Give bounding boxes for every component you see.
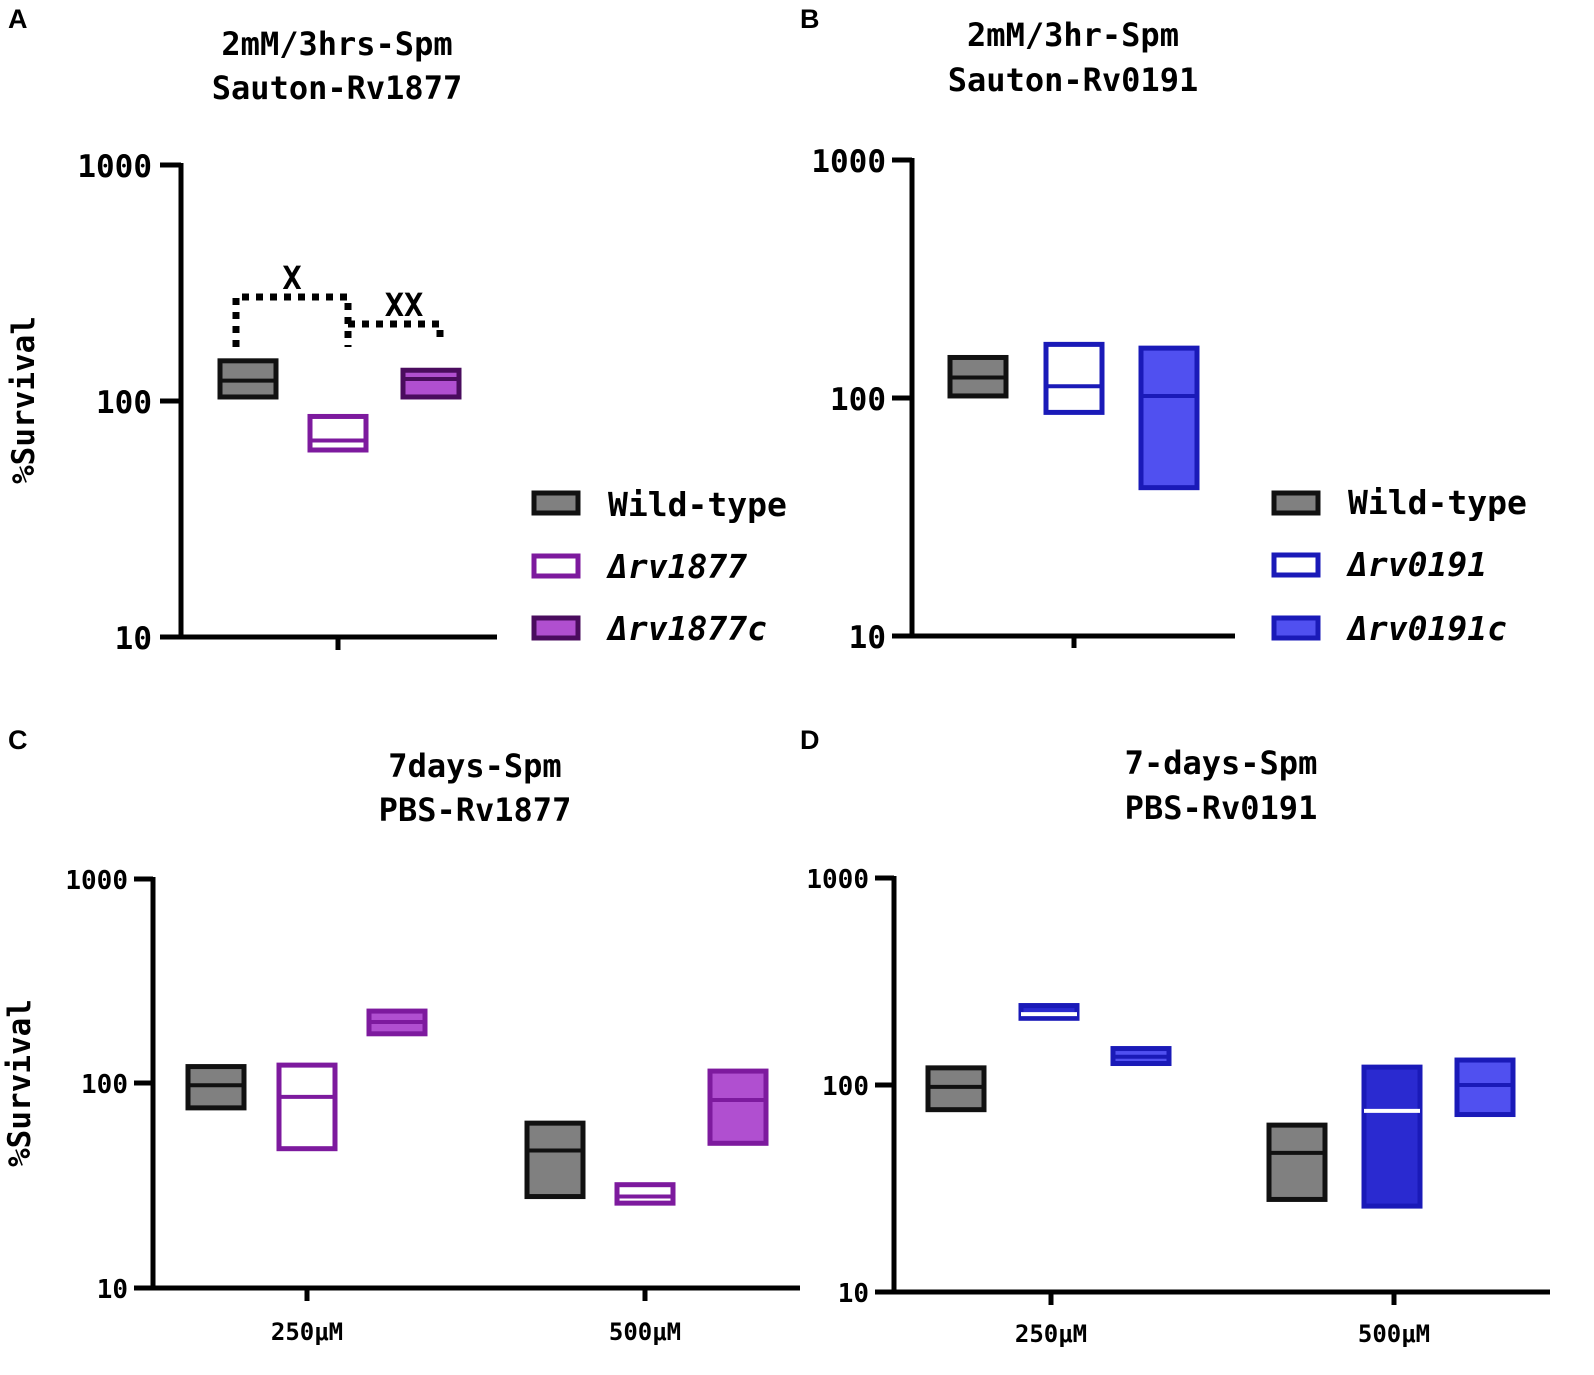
panel-a-title-line1: 2mM/3hrs-Spm — [221, 25, 452, 63]
panel-b-ytick-100: 100 — [830, 382, 886, 418]
legend-item-rv1877c: Δrv1877c — [531, 609, 767, 648]
panel-a-y-axis: 1000 100 10 — [77, 149, 184, 657]
significance-x: X — [282, 259, 301, 297]
panel-c-ytick-10: 10 — [97, 1275, 128, 1305]
legend-swatch-wildtype — [1271, 490, 1321, 516]
panel-a-bars — [217, 358, 462, 453]
legend-item-wildtype: Wild-type — [531, 485, 787, 524]
panel-d-xcat-250: 250μM — [1015, 1320, 1087, 1348]
panel-d-ytick-100: 100 — [822, 1072, 869, 1102]
bar-c-rv1877-1-box — [614, 1182, 676, 1206]
panel-d-title-line1: 7-days-Spm — [1125, 744, 1318, 782]
bar-b-rv0191-box — [1043, 341, 1105, 415]
panel-d-y-axis: 1000 100 10 — [806, 865, 897, 1309]
panel-b-bars — [947, 341, 1200, 491]
legend-item-rv0191c: Δrv0191c — [1271, 609, 1507, 648]
panel-c-y-axis-label: %Survival — [2, 999, 38, 1167]
panel-c-bars — [185, 1008, 769, 1206]
legend-swatch-rv0191 — [1271, 552, 1321, 578]
bar-d-rv0191-1-box — [1361, 1064, 1423, 1209]
bar-a-rv1877-box — [307, 413, 369, 453]
panel-d-ytick-1000: 1000 — [806, 865, 869, 895]
panel-d-title-line2: PBS-Rv0191 — [1125, 789, 1318, 827]
panel-b-ytick-1000: 1000 — [811, 144, 886, 180]
panel-a-ytick-100: 100 — [96, 385, 152, 421]
bar-d-rv0191-0-box — [1018, 1003, 1080, 1021]
panel-b-x-axis — [910, 633, 1235, 648]
bar-c-wildtype-1-box — [524, 1120, 586, 1200]
panel-c-ytick-100: 100 — [81, 1070, 128, 1100]
panel-c-xcat-250: 250μM — [271, 1318, 343, 1346]
significance-xx: XX — [385, 286, 424, 324]
panel-d-x-axis: 250μM 500μM — [892, 1289, 1550, 1348]
panel-d: D 7-days-Spm PBS-Rv0191 1000 100 10 250μ… — [800, 725, 1550, 1348]
legend-swatch-rv1877 — [531, 553, 581, 579]
panel-d-xcat-500: 500μM — [1358, 1320, 1430, 1348]
panel-d-bars — [925, 1003, 1516, 1209]
bar-d-wildtype-1-box — [1266, 1122, 1328, 1202]
bar-c-rv1877c-1-box — [707, 1068, 769, 1146]
panel-a-legend: Wild-type Δrv1877 Δrv1877c — [531, 485, 787, 648]
panel-b-y-axis: 1000 100 10 — [811, 144, 915, 656]
panel-letter-a: A — [8, 4, 28, 34]
panel-letter-c: C — [8, 725, 28, 755]
bar-c-rv1877-0-box — [276, 1062, 338, 1152]
panel-d-ytick-10: 10 — [838, 1279, 869, 1309]
panel-c: C 7days-Spm PBS-Rv1877 %Survival 1000 10… — [2, 725, 800, 1346]
panel-letter-b: B — [800, 4, 820, 34]
panel-letter-d: D — [800, 725, 820, 755]
bar-d-rv0191c-1-box — [1454, 1057, 1516, 1118]
panel-c-title-line2: PBS-Rv1877 — [379, 791, 572, 829]
legend-label-rv1877: Δrv1877 — [606, 547, 747, 586]
panel-c-ytick-1000: 1000 — [65, 866, 128, 896]
panel-a: A 2mM/3hrs-Spm Sauton-Rv1877 %Survival 1… — [6, 4, 787, 657]
panel-c-y-axis: 1000 100 10 — [65, 866, 156, 1305]
legend-swatch-rv0191c — [1271, 615, 1321, 641]
bar-b-rv0191c-box — [1138, 345, 1200, 491]
panel-b: B 2mM/3hr-Spm Sauton-Rv0191 1000 100 10 … — [800, 4, 1527, 656]
bar-a-rv1877c-box — [400, 367, 462, 400]
panel-a-x-axis — [179, 634, 497, 650]
legend-swatch-wildtype — [531, 490, 581, 516]
panel-c-title-line1: 7days-Spm — [388, 747, 561, 785]
legend-label-wildtype: Wild-type — [608, 485, 787, 524]
legend-swatch-rv1877c — [531, 615, 581, 641]
panel-a-significance: X XX — [232, 259, 444, 347]
legend-label-rv1877c: Δrv1877c — [606, 609, 767, 648]
panel-c-xcat-500: 500μM — [609, 1318, 681, 1346]
panel-a-ytick-1000: 1000 — [77, 149, 152, 185]
legend-label-rv0191: Δrv0191 — [1346, 545, 1487, 584]
panel-b-ytick-10: 10 — [849, 620, 886, 656]
panel-c-x-axis: 250μM 500μM — [151, 1285, 800, 1346]
panel-a-title-line2: Sauton-Rv1877 — [212, 69, 462, 107]
panel-b-title-line2: Sauton-Rv0191 — [948, 61, 1198, 99]
panel-a-ytick-10: 10 — [115, 621, 152, 657]
legend-label-wildtype: Wild-type — [1348, 483, 1527, 522]
panel-a-y-axis-label: %Survival — [6, 316, 42, 484]
panel-b-title-line1: 2mM/3hr-Spm — [967, 16, 1179, 54]
panel-b-legend: Wild-type Δrv0191 Δrv0191c — [1271, 483, 1527, 648]
legend-item-rv0191: Δrv0191 — [1271, 545, 1487, 584]
legend-item-rv1877: Δrv1877 — [531, 547, 747, 586]
legend-label-rv0191c: Δrv0191c — [1346, 609, 1507, 648]
legend-item-wildtype: Wild-type — [1271, 483, 1527, 522]
